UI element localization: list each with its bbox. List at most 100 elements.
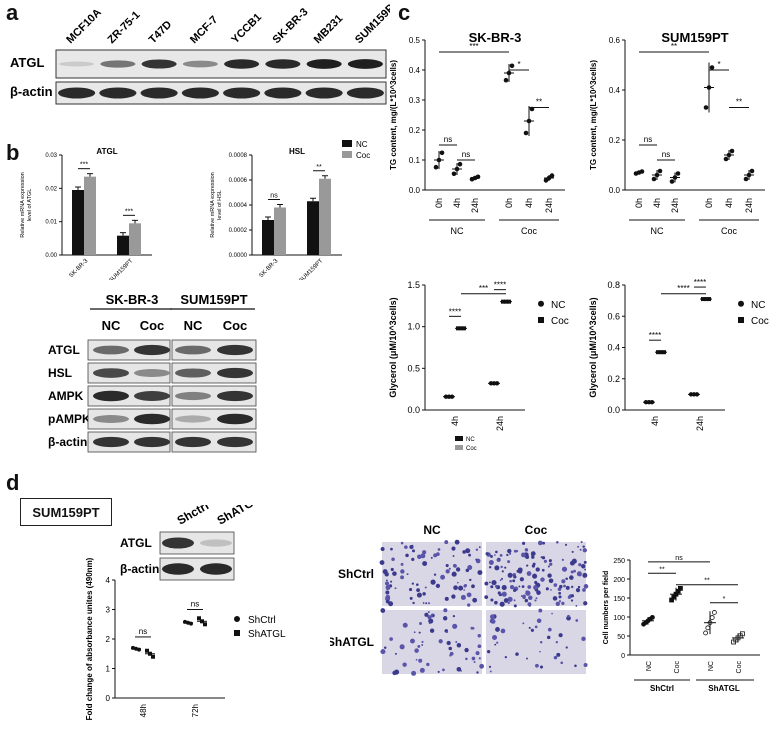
- blot-band: [134, 436, 170, 448]
- lane-label: MCF-7: [188, 14, 220, 46]
- bar: [84, 176, 96, 255]
- cell-dot: [548, 578, 554, 584]
- cell-dot: [506, 553, 509, 557]
- y-tick-label: 0.2: [409, 126, 421, 135]
- blot-band: [217, 390, 253, 402]
- cell-dot: [531, 564, 536, 568]
- cell-dot: [527, 602, 532, 607]
- blot-band: [217, 344, 253, 356]
- cell-dot: [513, 575, 517, 579]
- cell-dot: [540, 556, 543, 559]
- cell-dot: [501, 585, 507, 591]
- panel-a-letter: a: [6, 0, 19, 25]
- cell-dot: [411, 557, 415, 561]
- actin-band: [223, 87, 261, 99]
- blot-band: [134, 413, 170, 425]
- cell-dot: [552, 596, 558, 601]
- micrograph-col-label: Coc: [525, 523, 548, 537]
- cell-dot: [384, 646, 387, 649]
- group-label: Coc: [521, 226, 538, 236]
- cell-dot: [581, 636, 586, 642]
- cell-dot: [437, 548, 441, 551]
- cell-dot: [582, 572, 588, 578]
- actin-band: [99, 87, 137, 99]
- cell-dot: [430, 556, 433, 559]
- micrograph-row-label: ShATGL: [330, 635, 374, 649]
- x-tick-label: SUM159PT: [108, 258, 134, 280]
- cell-dot: [452, 623, 458, 629]
- cell-dot: [495, 627, 500, 632]
- panel-c-charts: SK-BR-3 0.0 0.1 0.2 0.3 0.4 0.5 TG content, mg/…: [388, 30, 769, 452]
- cell-dot: [404, 545, 408, 549]
- atgl-band: [141, 59, 177, 69]
- cell-dot: [394, 587, 397, 590]
- cell-dot: [570, 570, 574, 574]
- data-point: [649, 614, 655, 620]
- cell-dot: [580, 540, 583, 544]
- cell-dot: [477, 570, 483, 575]
- panel-a-blot: MCF10A ZR-75-1 T47D MCF-7 YCCB1 SK-BR-3 MB231 S…: [10, 0, 390, 105]
- x-tick-label: 24h: [544, 198, 554, 213]
- cell-dot: [385, 594, 391, 600]
- cell-dot: [476, 671, 479, 674]
- lane-label: ZR-75-1: [106, 9, 143, 46]
- cell-dot: [489, 618, 495, 624]
- y-tick-label: 100: [613, 615, 625, 622]
- cell-dot: [577, 545, 580, 548]
- cell-dot: [583, 601, 588, 606]
- cell-dot: [569, 560, 575, 566]
- cell-dot: [435, 583, 441, 589]
- cell-dot: [380, 547, 385, 552]
- significance-label: ***: [80, 162, 88, 169]
- cell-dot: [539, 641, 543, 644]
- atgl-band: [59, 61, 95, 67]
- bar: [262, 220, 274, 255]
- y-axis-label: TG content, mg/(L*10^3cells): [589, 60, 598, 170]
- cell-dot: [496, 641, 499, 644]
- cell-dot: [538, 608, 543, 613]
- significance-label: ***: [125, 208, 133, 215]
- y-tick-label: 0.6: [607, 311, 620, 321]
- cell-dot: [520, 595, 523, 597]
- data-point: [523, 130, 529, 136]
- lane-label: T47D: [147, 19, 175, 47]
- cell-dot: [445, 569, 450, 574]
- cell-dot: [424, 612, 429, 617]
- data-point: [705, 625, 711, 631]
- y-tick-label: 0.0: [607, 405, 620, 415]
- cell-dot: [400, 575, 405, 580]
- cell-dot: [528, 626, 531, 629]
- cell-dot: [579, 573, 582, 577]
- blot-band: [93, 390, 129, 402]
- legend-swatch-coc: [342, 151, 352, 158]
- cell-dot: [495, 550, 498, 554]
- legend: NC Coc: [342, 140, 370, 160]
- x-tick-label: 0h: [504, 198, 514, 208]
- y-tick-label: 50: [617, 634, 625, 641]
- cell-line-box: SUM159PT: [20, 498, 112, 526]
- cell-dot: [579, 548, 582, 551]
- cell-dot: [525, 657, 528, 660]
- legend-marker-nc: [538, 300, 544, 307]
- cell-dot: [504, 655, 507, 659]
- lane-label: NC: [184, 318, 203, 333]
- data-point: [526, 118, 532, 124]
- blot-row-label: pAMPK: [48, 412, 91, 426]
- cell-dot: [386, 579, 388, 582]
- cell-dot: [419, 667, 425, 673]
- panel-d-letter: d: [6, 470, 20, 495]
- cell-dot: [508, 552, 512, 555]
- x-tick-label: NC: [708, 661, 715, 671]
- significance-label: *: [723, 596, 726, 603]
- cell-dot: [512, 579, 516, 583]
- cell-dot: [440, 574, 446, 580]
- x-tick-label: 4h: [652, 198, 662, 208]
- cell-dot: [550, 588, 552, 591]
- cell-dot: [582, 548, 587, 553]
- cell-dot: [446, 631, 449, 634]
- micrograph-col-label: NC: [423, 523, 441, 537]
- significance-label: ns: [139, 627, 147, 636]
- legend-marker-shatgl: [234, 630, 240, 636]
- x-tick-label: 0h: [434, 198, 444, 208]
- cell-dot: [458, 585, 464, 591]
